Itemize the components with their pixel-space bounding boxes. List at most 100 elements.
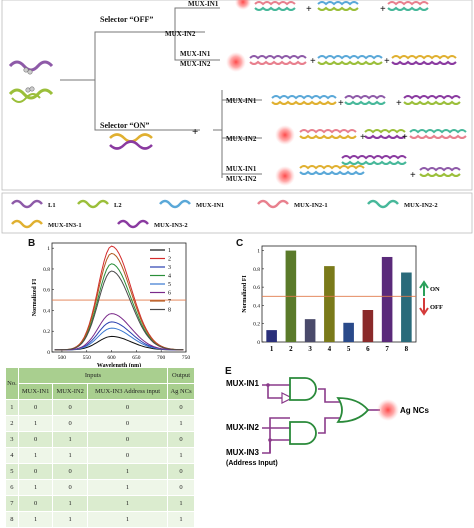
table-cell: 1 <box>17 447 54 464</box>
plus-sign: + <box>402 132 408 143</box>
off-branch-mux-in2-label: MUX-IN2 <box>165 30 196 38</box>
table-cell: 1 <box>86 511 169 528</box>
branch-lines <box>60 7 262 178</box>
plus-signs: + + + + + + + + + <box>306 4 416 181</box>
table-cell: 0 <box>17 431 54 448</box>
bar-1 <box>266 330 277 342</box>
table-cell: 0 <box>86 431 169 448</box>
legend-swatch <box>11 199 43 209</box>
x-tick-label: 7 <box>385 345 389 353</box>
table-cell: 0 <box>52 415 88 432</box>
truth-header-no: No. <box>5 367 19 400</box>
table-cell: 1 <box>52 495 88 512</box>
table-cell: 0 <box>86 399 169 416</box>
panel-label-b: B <box>28 238 35 249</box>
x-tick-label: 650 <box>132 355 141 361</box>
table-cell: 1 <box>52 447 88 464</box>
legend-label: MUX-IN1 <box>196 202 224 209</box>
x-axis-label: Wavelength (nm) <box>97 362 141 369</box>
legend-label: MUX-IN2-1 <box>294 202 328 209</box>
legend-item: MUX-IN1 <box>159 199 224 209</box>
bar-6 <box>362 310 374 342</box>
x-tick-label: 500 <box>58 355 67 361</box>
and-gate-1 <box>289 377 317 401</box>
on-mux-in1-label: MUX-IN1 <box>226 97 257 105</box>
table-cell: 1 <box>17 415 54 432</box>
legend-item: MUX-IN3-2 <box>117 219 188 229</box>
table-cell: 1 <box>86 495 169 512</box>
panel-b-spectra: 500 550 600 650 700 750 0 0.2 0.4 0.6 0.8 1 1 2 3 4 5 6 7 8… <box>32 242 191 369</box>
table-cell: 1 <box>167 447 195 464</box>
table-cell: 4 <box>5 447 19 464</box>
y-axis-label: Normalized FI <box>32 278 38 316</box>
plus-sign: + <box>396 98 402 109</box>
table-cell: 0 <box>52 463 88 480</box>
plot-frame <box>261 245 417 343</box>
y-tick-label: 0.4 <box>43 308 50 314</box>
x-tick-label: 750 <box>182 355 191 361</box>
panel-e-logic-circuit: MUX-IN1 MUX-IN2 MUX-IN3 (Address Input) … <box>226 377 429 467</box>
circuit-in3-label: MUX-IN3 <box>226 448 259 457</box>
legend-item: L1 <box>11 199 56 209</box>
table-cell: 0 <box>167 399 195 416</box>
x-tick-label: 550 <box>83 355 92 361</box>
circuit-in3-sub-label: (Address Input) <box>226 460 278 467</box>
legend-entry: 5 <box>168 282 171 288</box>
plus-sign: + <box>338 98 344 109</box>
legend-label: MUX-IN2-2 <box>404 202 438 209</box>
y-tick-label: 0.6 <box>43 288 50 294</box>
y-tick-label: 0.8 <box>43 267 50 273</box>
series-line-5 <box>54 327 184 351</box>
panel-label-e: E <box>225 366 232 377</box>
table-cell: 0 <box>17 463 54 480</box>
plus-sign: + <box>310 56 316 67</box>
plus-sign: + <box>306 4 312 15</box>
table-cell: 5 <box>5 463 19 480</box>
legend-item: L2 <box>77 199 122 209</box>
y-tick-label: 0 <box>47 350 50 356</box>
table-cell: 0 <box>167 431 195 448</box>
y-tick-label: 0.2 <box>253 322 260 328</box>
bar-8 <box>401 272 412 342</box>
legend-label: MUX-IN3-2 <box>154 222 188 229</box>
legend-swatch <box>11 219 43 229</box>
panel-label-c: C <box>236 238 243 249</box>
table-cell: 1 <box>17 479 54 496</box>
table-cell: 8 <box>5 511 19 528</box>
legend-swatch <box>117 219 149 229</box>
panel-c-bar-chart: 0 0.2 0.4 0.6 0.8 1 1 2 3 4 5 6 7 8 Normalized FI ON OFF <box>242 245 443 353</box>
legend-item: MUX-IN2-1 <box>257 199 328 209</box>
legend-entry: 2 <box>168 257 171 263</box>
x-tick-label: 6 <box>366 345 370 353</box>
ag-nc-glows <box>226 0 295 186</box>
table-cell: 1 <box>86 479 169 496</box>
selector-off-label: Selector “OFF” <box>100 15 153 24</box>
x-tick-label: 600 <box>107 355 116 361</box>
y-tick-label: 0.2 <box>43 329 50 335</box>
legend-label: L2 <box>114 202 122 209</box>
y-tick-label: 0 <box>257 340 260 346</box>
or-gate <box>336 397 370 423</box>
off-mux-in2-label: MUX-IN2 <box>180 60 211 68</box>
truth-subheader-out: Ag NCs <box>167 383 195 400</box>
table-cell: 0 <box>17 399 54 416</box>
truth-subheader-in2: MUX-IN2 <box>52 383 88 400</box>
on-arrow-icon <box>419 280 429 296</box>
plus-sign: + <box>410 170 416 181</box>
x-tick-label: 2 <box>289 345 293 353</box>
bar-7 <box>381 256 393 342</box>
plus-sign: + <box>380 4 386 15</box>
series-line-6 <box>54 313 184 351</box>
table-cell: 1 <box>86 463 169 480</box>
and-gate-2 <box>289 421 317 445</box>
legend-entry: 1 <box>168 248 171 254</box>
table-cell: 0 <box>52 399 88 416</box>
plot-frame <box>51 242 187 353</box>
on-mux-in1-b-label: MUX-IN1 <box>226 165 257 173</box>
